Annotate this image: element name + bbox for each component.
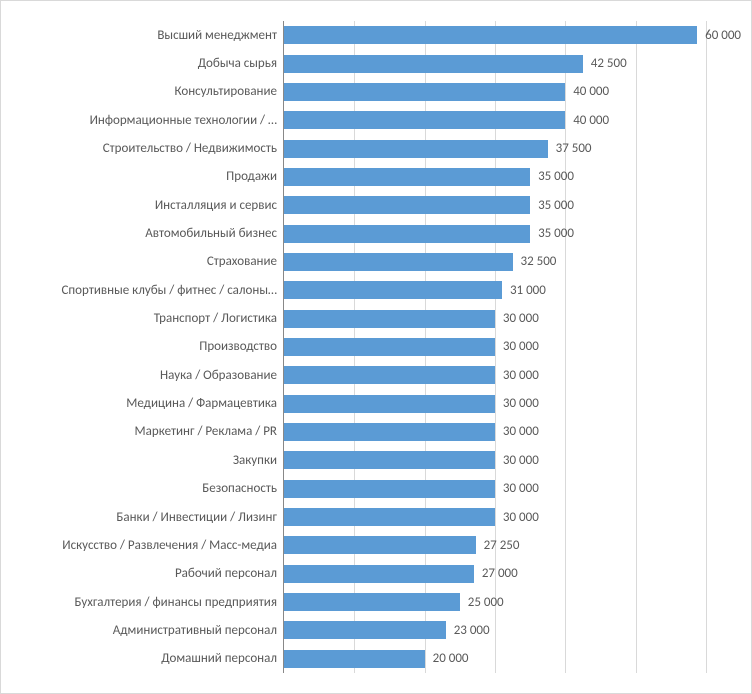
category-label: Инсталляция и сервис xyxy=(11,198,277,213)
bar-value-label: 30 000 xyxy=(503,311,539,326)
category-label: Информационные технологии / … xyxy=(11,113,277,128)
bar-value-label: 40 000 xyxy=(573,113,609,128)
bar-value-label: 30 000 xyxy=(503,481,539,496)
category-label: Безопасность xyxy=(11,481,277,496)
bar-value-label: 27 000 xyxy=(482,566,518,581)
category-label: Автомобильный бизнес xyxy=(11,226,277,241)
bar xyxy=(284,395,495,413)
category-label: Рабочий персонал xyxy=(11,566,277,581)
bar-value-label: 30 000 xyxy=(503,368,539,383)
bar-value-label: 30 000 xyxy=(503,424,539,439)
bar-value-label: 30 000 xyxy=(503,339,539,354)
bar xyxy=(284,366,495,384)
bar xyxy=(284,111,565,129)
bar xyxy=(284,451,495,469)
category-label: Административный персонал xyxy=(11,623,277,638)
bar-value-label: 35 000 xyxy=(538,169,574,184)
bar-value-label: 60 000 xyxy=(705,28,741,43)
plot-area: 60 000 42 500 40 000 40 000 37 500 35 000 35 0… xyxy=(283,21,741,673)
category-label: Маркетинг / Реклама / PR xyxy=(11,424,277,439)
bar-value-label: 35 000 xyxy=(538,226,574,241)
bar xyxy=(284,225,530,243)
bar xyxy=(284,196,530,214)
category-label: Медицина / Фармацевтика xyxy=(11,396,277,411)
category-label: Транспорт / Логистика xyxy=(11,311,277,326)
category-label: Банки / Инвестиции / Лизинг xyxy=(11,510,277,525)
category-label: Высший менеджмент xyxy=(11,28,277,43)
bar xyxy=(284,83,565,101)
category-label: Домашний персонал xyxy=(11,651,277,666)
category-label: Производство xyxy=(11,339,277,354)
bar-value-label: 42 500 xyxy=(591,56,627,71)
category-label: Наука / Образование xyxy=(11,368,277,383)
bar xyxy=(284,480,495,498)
bar-value-label: 40 000 xyxy=(573,84,609,99)
bar-value-label: 25 000 xyxy=(468,595,504,610)
category-label: Строительство / Недвижимость xyxy=(11,141,277,156)
bar-value-label: 30 000 xyxy=(503,510,539,525)
bar-value-label: 37 500 xyxy=(556,141,592,156)
bar-value-label: 20 000 xyxy=(433,651,469,666)
salary-bar-chart: Высший менеджмент Добыча сырья Консультиро… xyxy=(0,0,752,694)
category-label: Продажи xyxy=(11,169,277,184)
category-label: Спортивные клубы / фитнес / салоны… xyxy=(11,283,277,298)
bar xyxy=(284,536,476,554)
bar xyxy=(284,55,583,73)
category-label: Консультирование xyxy=(11,84,277,99)
bar-value-label: 27 250 xyxy=(484,538,520,553)
bar xyxy=(284,650,425,668)
category-label: Страхование xyxy=(11,254,277,269)
bar xyxy=(284,338,495,356)
category-label: Бухгалтерия / финансы предприятия xyxy=(11,595,277,610)
bar-value-label: 32 500 xyxy=(521,254,557,269)
category-label: Искусство / Развлечения / Масс-медиа xyxy=(11,538,277,553)
bar xyxy=(284,253,513,271)
bar xyxy=(284,508,495,526)
bar xyxy=(284,423,495,441)
chart-body: Высший менеджмент Добыча сырья Консультиро… xyxy=(11,21,741,673)
bars: 60 000 42 500 40 000 40 000 37 500 35 000 35 0… xyxy=(284,21,741,673)
bar xyxy=(284,310,495,328)
bar-value-label: 30 000 xyxy=(503,453,539,468)
category-label: Закупки xyxy=(11,453,277,468)
bar-value-label: 30 000 xyxy=(503,396,539,411)
bar xyxy=(284,621,446,639)
bar-value-label: 31 000 xyxy=(510,283,546,298)
y-axis-labels: Высший менеджмент Добыча сырья Консультиро… xyxy=(11,21,283,673)
bar xyxy=(284,140,548,158)
category-label: Добыча сырья xyxy=(11,56,277,71)
bar xyxy=(284,565,474,583)
bar xyxy=(284,593,460,611)
bar-value-label: 35 000 xyxy=(538,198,574,213)
bar-value-label: 23 000 xyxy=(454,623,490,638)
bar xyxy=(284,281,502,299)
bar xyxy=(284,168,530,186)
bar xyxy=(284,26,697,44)
